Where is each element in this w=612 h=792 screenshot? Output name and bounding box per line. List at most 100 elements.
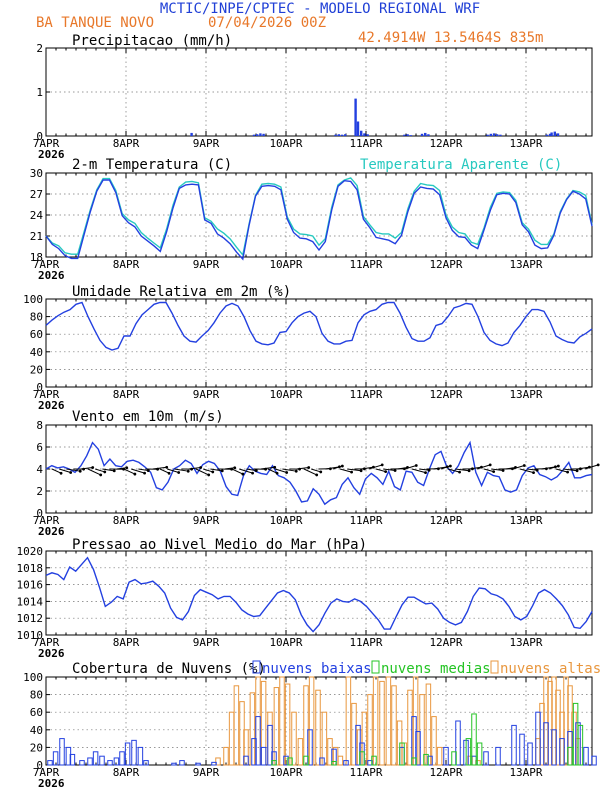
wind-arrow: [440, 465, 451, 470]
x-tick-label: 11APR: [349, 258, 382, 271]
wind-arrow-head: [211, 470, 215, 474]
y-tick-label: 1014: [17, 595, 44, 608]
bar-nuvens-medias: [411, 757, 417, 766]
bar-nuvens-altas: [321, 711, 328, 766]
bar-nuvens-altas: [297, 738, 304, 766]
wind-arrow-head: [207, 473, 211, 477]
y-tick-label: 20: [30, 741, 43, 754]
bar-nuvens-altas: [291, 711, 297, 766]
bar-nuvens-medias: [465, 738, 472, 766]
y-tick-label: 21: [30, 230, 43, 243]
bar-nuvens-altas: [391, 685, 397, 766]
wind-arrow-head: [566, 470, 569, 474]
bar-nuvens-baixas: [99, 755, 105, 766]
wind-arrow: [123, 468, 136, 475]
temperature-panel: 2-m Temperatura (C) Temperatura Aparente…: [30, 157, 593, 282]
wind-arrow-head: [315, 473, 319, 477]
x-year-label: 2026: [38, 647, 65, 660]
bar-precipitacao: [337, 134, 340, 136]
series-line-umidade: [45, 301, 593, 351]
wind-arrow: [203, 468, 213, 473]
bar-precipitacao: [366, 134, 369, 136]
x-tick-label: 8APR: [113, 514, 140, 527]
bar-nuvens-baixas: [243, 755, 249, 766]
x-tick-label: 9APR: [193, 514, 220, 527]
wind-arrow-head: [340, 464, 344, 468]
bar-nuvens-medias: [399, 742, 405, 766]
y-tick-label: 0: [36, 507, 43, 520]
wind-arrow: [66, 468, 81, 472]
wind-arrow-head: [275, 471, 279, 475]
bar-precipitacao: [259, 133, 262, 136]
wind-arrow-head: [251, 471, 254, 475]
wind-arrow-head: [501, 469, 505, 472]
wind-arrow-head: [69, 471, 73, 474]
x-tick-label: 11APR: [349, 636, 382, 649]
x-tick-label: 8APR: [113, 388, 140, 401]
bar-nuvens-altas: [425, 683, 432, 766]
bar-nuvens-baixas: [535, 711, 541, 766]
x-tick-label: 9APR: [193, 137, 220, 150]
wind-arrow-head: [99, 473, 103, 477]
x-tick-label: 7APR: [33, 258, 60, 271]
bar-nuvens-baixas: [519, 733, 525, 766]
bar-nuvens-baixas: [131, 739, 137, 766]
wind-arrow-head: [393, 469, 397, 472]
series-line-temperatura-aparente-c-: [45, 177, 593, 257]
wind-arrow-head: [488, 463, 492, 467]
x-tick-label: 11APR: [349, 514, 382, 527]
wind-arrow: [505, 466, 516, 470]
wind-arrow-head: [91, 466, 95, 469]
bar-precipitacao: [363, 133, 366, 136]
x-tick-label: 10APR: [269, 636, 302, 649]
wind-arrow-head: [112, 469, 116, 473]
wind-arrow: [95, 468, 105, 473]
wind-arrow-head: [575, 469, 579, 473]
wind-arrow: [188, 467, 201, 470]
y-tick-label: 1016: [17, 579, 44, 592]
y-tick-label: 100: [23, 671, 43, 684]
x-tick-label: 8APR: [113, 258, 140, 271]
wind-arrow-head: [199, 466, 203, 469]
wind-arrow: [152, 466, 167, 470]
y-tick-label: 8: [36, 419, 43, 432]
bar-nuvens-medias: [451, 751, 457, 766]
bar-nuvens-baixas: [107, 760, 113, 766]
bar-nuvens-medias: [567, 746, 573, 766]
humidity-panel: Umidade Relativa em 2m (%) 0 20 40 60 80 100 7…: [23, 284, 593, 412]
bar-nuvens-medias: [331, 760, 337, 766]
wind-arrow: [131, 468, 145, 474]
wind-arrow: [59, 468, 71, 473]
wind-arrow: [368, 464, 383, 470]
bar-precipitacao: [354, 98, 357, 136]
series-line-vento: [45, 440, 593, 506]
x-tick-label: 9APR: [193, 766, 220, 779]
x-tick-label: 9APR: [193, 636, 220, 649]
x-tick-label: 12APR: [429, 137, 462, 150]
y-tick-label: 27: [30, 188, 43, 201]
wind-arrow-head: [125, 466, 129, 470]
bar-nuvens-baixas: [59, 738, 65, 766]
wind-arrow: [311, 468, 321, 473]
wind-arrow-head: [359, 469, 363, 473]
series-line-2-m-temperatura-c-: [45, 179, 593, 261]
wind-arrow-head: [143, 471, 146, 475]
bar-precipitacao: [334, 134, 337, 136]
wind-arrow-head: [146, 469, 150, 472]
bar-nuvens-baixas: [195, 762, 201, 766]
header-station: BA TANQUE NOVO: [36, 15, 154, 31]
bar-precipitacao: [545, 134, 548, 136]
wind-arrow-head: [427, 468, 431, 472]
wind-arrow: [375, 468, 386, 473]
bar-precipitacao: [356, 121, 360, 136]
x-year-label: 2026: [38, 399, 65, 412]
bar-nuvens-baixas: [255, 716, 261, 766]
wind-arrow: [476, 464, 491, 470]
x-tick-label: 11APR: [349, 137, 382, 150]
wind-arrow-head: [458, 470, 461, 474]
wind-arrow-head: [103, 470, 107, 474]
bar-nuvens-altas: [436, 746, 443, 766]
bar-nuvens-baixas: [267, 724, 273, 766]
bar-nuvens-medias: [577, 724, 584, 766]
